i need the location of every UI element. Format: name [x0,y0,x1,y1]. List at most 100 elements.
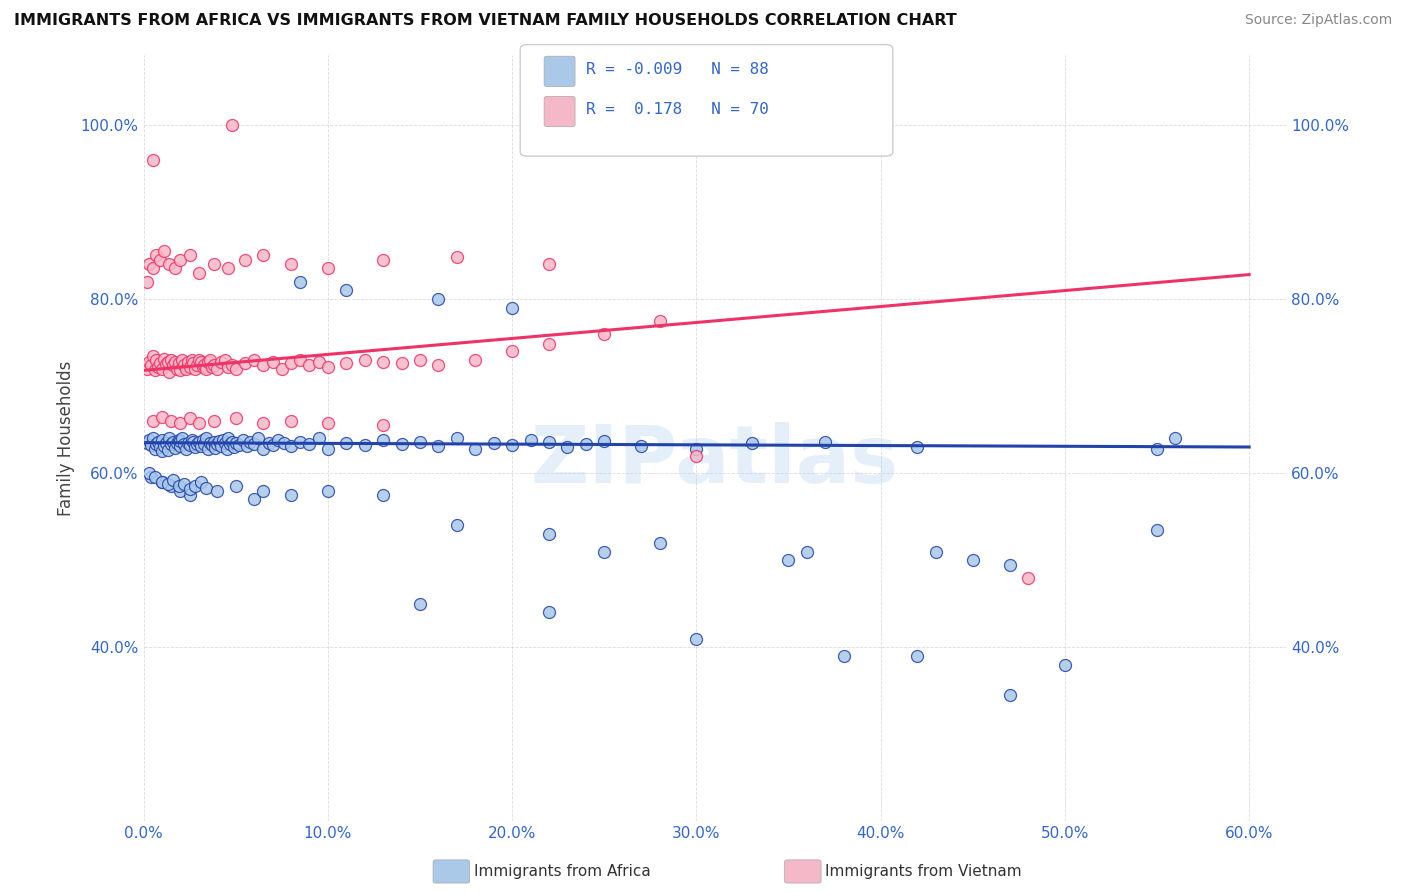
Point [195,481,218,495]
Point [335,356,357,370]
Point [907,440,929,454]
Point [169,483,191,498]
Point [143,470,166,484]
Point [228,438,250,452]
Point [998,688,1021,702]
Point [409,434,432,449]
Point [537,434,560,449]
Point [190,439,212,453]
Point [501,438,523,452]
Point [593,326,616,341]
Point [280,257,302,271]
Point [371,418,394,433]
Point [157,257,180,271]
Point [371,252,394,267]
Point [246,431,269,445]
Text: R = -0.009   N = 88: R = -0.009 N = 88 [586,62,769,77]
Point [156,476,179,491]
Point [239,434,262,449]
Point [180,433,202,447]
Text: ZIPatlas: ZIPatlas [530,422,898,500]
Point [316,483,339,498]
Point [197,354,219,368]
Point [197,442,219,456]
Point [160,437,183,451]
Point [273,435,295,450]
Point [262,354,284,368]
Point [427,292,450,306]
Point [778,553,800,567]
Point [391,437,413,451]
Text: Immigrants from Africa: Immigrants from Africa [474,864,651,879]
Point [252,417,274,431]
Point [427,358,450,372]
Point [180,353,202,368]
Point [353,353,375,368]
Point [179,488,201,502]
Point [139,358,162,372]
Point [207,483,229,498]
Point [1146,442,1168,456]
Point [160,353,183,368]
Point [162,473,184,487]
Point [153,439,176,453]
Point [150,444,173,458]
Point [167,356,190,370]
Point [187,434,209,449]
Point [160,479,183,493]
Point [648,536,671,550]
Point [267,433,290,447]
Point [371,433,394,447]
Point [145,248,167,262]
Point [308,354,330,368]
Point [832,648,855,663]
Point [157,431,180,445]
Point [150,433,173,447]
Point [150,475,173,489]
Point [202,257,225,271]
Point [201,438,224,452]
Point [537,337,560,351]
Point [202,434,225,449]
Point [257,435,280,450]
Point [136,435,159,450]
Point [145,437,167,451]
Point [232,433,254,447]
Point [150,409,173,424]
Point [252,358,274,372]
Point [371,354,394,368]
Point [202,414,225,428]
Text: Immigrants from Vietnam: Immigrants from Vietnam [825,864,1022,879]
Point [139,470,162,484]
Point [648,314,671,328]
Point [187,353,209,368]
Point [1164,431,1187,445]
Point [243,353,266,368]
Point [153,352,176,367]
Point [136,275,159,289]
Point [184,479,207,493]
Point [252,248,274,262]
Point [142,349,165,363]
Point [166,361,188,376]
Point [143,442,166,456]
Point [198,353,221,368]
Point [814,434,837,449]
Point [162,358,184,372]
Point [280,439,302,453]
Point [195,431,218,445]
Point [221,118,243,132]
Point [501,301,523,315]
Point [221,434,243,449]
Point [464,442,486,456]
Point [217,261,239,276]
Point [157,365,180,379]
Point [575,437,598,451]
Point [262,438,284,452]
Point [166,435,188,450]
Point [139,438,162,452]
Point [143,363,166,377]
Point [149,252,172,267]
Point [142,261,165,276]
Point [298,358,321,372]
